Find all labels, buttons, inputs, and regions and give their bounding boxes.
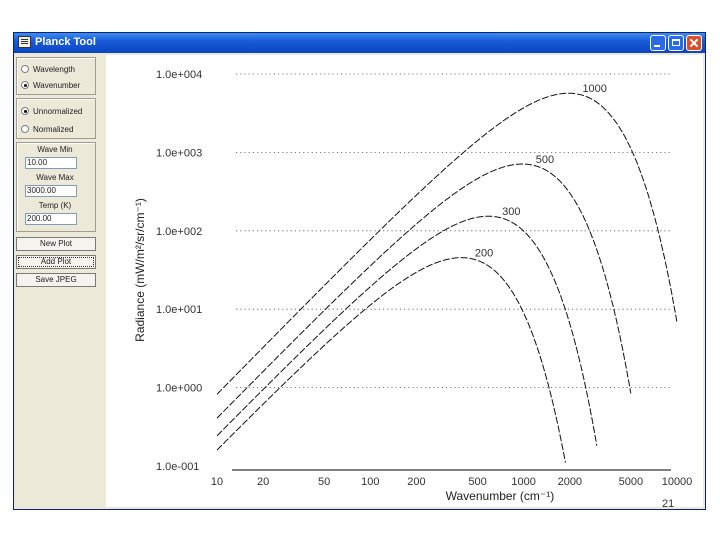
x-tick-label: 20 bbox=[257, 476, 269, 488]
radio-button[interactable] bbox=[21, 65, 29, 73]
new-plot-button[interactable]: New Plot bbox=[16, 237, 96, 251]
wave-max-input[interactable]: 3000.00 bbox=[25, 185, 77, 197]
curve-label: 300 bbox=[502, 206, 520, 218]
parameters-group: Wave Min 10.00 Wave Max 3000.00 Temp (K)… bbox=[16, 142, 96, 232]
x-tick-label: 50 bbox=[318, 476, 330, 488]
x-tick-label: 100 bbox=[361, 476, 379, 488]
radio-label: Wavenumber bbox=[33, 80, 81, 90]
radiance-curve bbox=[216, 92, 678, 395]
maximize-button[interactable] bbox=[668, 35, 684, 51]
normalization-group: Unnormalized Normalized bbox=[16, 98, 96, 139]
radio-button[interactable] bbox=[21, 125, 29, 133]
y-axis-label: Radiance (mW/m²/sr/cm⁻¹) bbox=[133, 198, 147, 342]
radiance-curves bbox=[216, 92, 678, 463]
radio-button[interactable] bbox=[21, 81, 29, 89]
temp-label: Temp (K) bbox=[38, 201, 72, 210]
curve-label: 200 bbox=[475, 248, 493, 260]
planck-tool-window: Planck Tool Wavelength Wavenumber Unnorm… bbox=[13, 32, 706, 510]
radio-label: Wavelength bbox=[33, 64, 75, 74]
y-tick-label: 1.0e-001 bbox=[156, 461, 199, 473]
temp-input[interactable]: 200.00 bbox=[25, 213, 77, 225]
app-icon bbox=[18, 36, 31, 48]
add-plot-button[interactable]: Add Plot bbox=[16, 255, 96, 269]
mode-group: Wavelength Wavenumber bbox=[16, 57, 96, 95]
radio-wavenumber[interactable]: Wavenumber bbox=[21, 79, 80, 91]
save-jpeg-button[interactable]: Save JPEG bbox=[16, 273, 96, 287]
radiance-curve bbox=[216, 215, 598, 446]
page-number: 21 bbox=[662, 498, 675, 510]
curve-labels: 200 300 500 1000 bbox=[475, 83, 607, 259]
y-tick-label: 1.0e+000 bbox=[156, 383, 202, 395]
radio-wavelength[interactable]: Wavelength bbox=[21, 63, 75, 75]
radio-label: Unnormalized bbox=[33, 106, 83, 116]
curve-label: 1000 bbox=[582, 83, 606, 95]
radio-unnormalized[interactable]: Unnormalized bbox=[21, 105, 82, 117]
y-tick-labels: 1.0e-001 1.0e+000 1.0e+001 1.0e+002 1.0e+003… bbox=[156, 69, 202, 473]
x-axis-label: Wavenumber (cm⁻¹) bbox=[446, 489, 555, 503]
x-tick-label: 10000 bbox=[662, 476, 693, 488]
wave-min-label: Wave Min bbox=[37, 145, 73, 154]
x-tick-label: 2000 bbox=[558, 476, 582, 488]
radiance-curve bbox=[216, 163, 632, 419]
y-tick-label: 1.0e+002 bbox=[156, 226, 202, 238]
x-tick-label: 5000 bbox=[619, 476, 643, 488]
radio-label: Normalized bbox=[33, 124, 74, 134]
radiance-curve bbox=[216, 257, 566, 463]
x-tick-label: 10 bbox=[211, 476, 223, 488]
curve-label: 500 bbox=[536, 154, 554, 166]
x-tick-label: 500 bbox=[468, 476, 486, 488]
x-tick-label: 1000 bbox=[511, 476, 535, 488]
radio-normalized[interactable]: Normalized bbox=[21, 123, 73, 135]
wave-min-input[interactable]: 10.00 bbox=[25, 157, 77, 169]
close-button[interactable] bbox=[686, 35, 702, 51]
radio-button[interactable] bbox=[21, 107, 29, 115]
window-title: Planck Tool bbox=[35, 36, 96, 48]
minimize-button[interactable] bbox=[650, 35, 666, 51]
x-tick-label: 200 bbox=[407, 476, 425, 488]
title-bar[interactable]: Planck Tool bbox=[14, 33, 705, 53]
x-tick-labels: 10 20 50 100 200 500 1000 2000 5000 10000 bbox=[211, 476, 692, 488]
wave-max-label: Wave Max bbox=[36, 173, 74, 182]
y-tick-label: 1.0e+004 bbox=[156, 69, 202, 81]
grid-lines bbox=[236, 73, 671, 389]
y-tick-label: 1.0e+001 bbox=[156, 304, 202, 316]
planck-plot: 1.0e-001 1.0e+000 1.0e+001 1.0e+002 1.0e+003… bbox=[106, 55, 703, 507]
y-tick-label: 1.0e+003 bbox=[156, 147, 202, 159]
